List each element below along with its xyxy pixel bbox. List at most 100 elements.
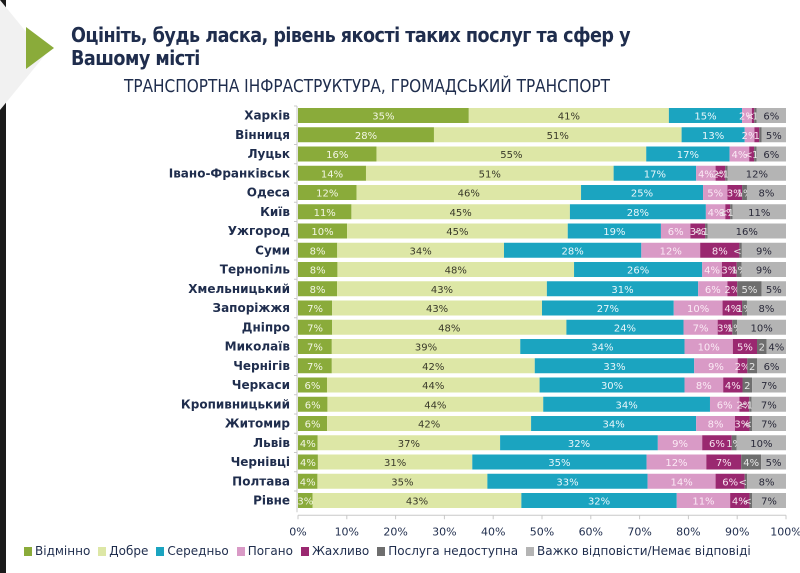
data-label: 51% xyxy=(479,169,501,180)
data-label: 8% xyxy=(696,381,712,392)
data-label: 4% xyxy=(698,169,714,180)
data-label: 1% xyxy=(727,323,743,334)
bar-segment xyxy=(706,454,742,470)
bar-segment xyxy=(326,377,540,393)
bar-segment xyxy=(736,435,786,451)
bar-segment xyxy=(730,493,750,508)
bar-segment xyxy=(751,396,786,412)
x-tick-label: 50% xyxy=(530,525,554,538)
data-label: 8% xyxy=(310,246,326,257)
bar-segment xyxy=(732,339,758,354)
bar-segment xyxy=(742,377,753,393)
data-label: 17% xyxy=(644,169,666,180)
legend-swatch xyxy=(300,546,309,556)
bar-segment xyxy=(312,493,522,508)
bar-segment xyxy=(725,165,728,181)
bar-segment xyxy=(741,262,786,277)
data-label: 46% xyxy=(458,189,480,200)
data-label: 48% xyxy=(438,323,460,334)
bar-segment xyxy=(752,493,786,508)
bar-segment xyxy=(754,127,760,143)
data-label: 3% xyxy=(297,497,313,508)
bar-segment xyxy=(298,204,352,220)
bar-segment xyxy=(698,281,728,297)
data-label: 4% xyxy=(300,458,316,469)
category-label: Чернігів xyxy=(233,359,290,373)
bar-segment xyxy=(741,454,762,470)
bar-segment xyxy=(756,146,786,162)
bar-segment xyxy=(754,146,757,162)
data-label: 31% xyxy=(384,458,406,469)
bar-segment xyxy=(298,435,318,451)
bar-segment xyxy=(298,108,469,123)
bar-segment xyxy=(298,319,333,335)
bar-segment xyxy=(298,454,318,470)
data-label: 4% xyxy=(732,497,748,508)
bar-segment xyxy=(298,358,332,374)
data-label: 2% xyxy=(713,169,729,180)
category-label: Ужгород xyxy=(228,224,291,238)
data-label: 10% xyxy=(687,304,709,315)
bars-group: Харків 35% 41% 15% 2%<11 6%Вінниця 28% 51% 13% 2%… xyxy=(169,108,786,508)
bar-segment xyxy=(715,165,726,181)
bar-segment xyxy=(317,454,473,470)
bar-segment xyxy=(761,281,786,297)
data-label: 6% xyxy=(717,400,733,411)
category-label: Черкаси xyxy=(232,378,290,392)
data-label: 34% xyxy=(409,246,431,257)
bar-segment xyxy=(332,300,542,316)
data-label: 4% xyxy=(743,458,759,469)
data-label: 2% xyxy=(724,285,740,296)
bar-segment xyxy=(298,127,434,143)
bar-segment xyxy=(641,242,701,258)
data-label: 33% xyxy=(556,477,578,488)
data-label: 9% xyxy=(756,266,772,277)
bar-segment xyxy=(702,435,732,451)
bar-segment xyxy=(327,416,532,431)
x-tick-label: 60% xyxy=(579,525,603,538)
bar-segment xyxy=(732,319,738,335)
bar-segment xyxy=(727,185,743,200)
data-label: 42% xyxy=(418,420,440,431)
data-label: 1 xyxy=(752,112,758,123)
x-tick-label: 70% xyxy=(627,525,651,538)
bar-segment xyxy=(739,242,742,258)
bar-segment xyxy=(298,416,328,431)
data-label: 8% xyxy=(759,304,775,315)
data-label: 7% xyxy=(307,304,323,315)
data-label: 5% xyxy=(737,343,753,354)
legend: Відмінно Добре Середньо Погано Жахливо Послуг… xyxy=(24,544,751,558)
data-label: 14% xyxy=(321,169,343,180)
category-label: Київ xyxy=(260,205,290,219)
bar-segment xyxy=(696,165,716,181)
legend-swatch xyxy=(377,546,386,556)
data-label: 45% xyxy=(450,208,472,219)
legend-label: Погано xyxy=(247,544,293,558)
legend-item: Жахливо xyxy=(300,544,369,558)
bar-segment xyxy=(298,262,338,277)
data-label: 3% xyxy=(734,420,750,431)
bar-segment xyxy=(646,454,707,470)
bar-segment xyxy=(472,454,647,470)
data-label: <1% xyxy=(738,400,762,411)
category-label: Кропивницький xyxy=(181,397,290,411)
bar-segment xyxy=(749,493,753,508)
bar-segment xyxy=(737,281,762,297)
data-label: 8% xyxy=(759,189,775,200)
data-label: 4% xyxy=(731,150,747,161)
data-label: 6% xyxy=(763,150,779,161)
legend-swatch xyxy=(236,546,245,556)
data-label: 7% xyxy=(307,362,323,373)
bar-segment xyxy=(332,319,567,335)
data-label: 1 xyxy=(752,150,758,161)
bar-segment xyxy=(754,108,757,123)
bar-segment xyxy=(736,262,742,277)
bar-segment xyxy=(727,165,786,181)
bar-segment xyxy=(298,281,338,297)
data-label: 5% xyxy=(766,458,782,469)
bar-segment xyxy=(298,339,332,354)
data-label: 28% xyxy=(627,208,649,219)
category-label: Суми xyxy=(255,243,290,257)
data-label: 8% xyxy=(712,246,728,257)
data-label: 43% xyxy=(406,497,428,508)
